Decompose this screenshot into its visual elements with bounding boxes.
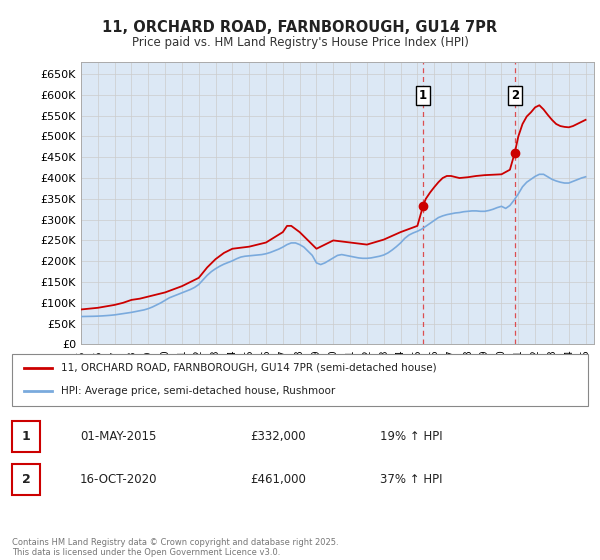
FancyBboxPatch shape bbox=[12, 354, 588, 406]
Text: 37% ↑ HPI: 37% ↑ HPI bbox=[380, 473, 443, 486]
Text: 19% ↑ HPI: 19% ↑ HPI bbox=[380, 430, 443, 443]
Text: 2: 2 bbox=[22, 473, 31, 486]
Text: 11, ORCHARD ROAD, FARNBOROUGH, GU14 7PR (semi-detached house): 11, ORCHARD ROAD, FARNBOROUGH, GU14 7PR … bbox=[61, 363, 437, 373]
Text: £332,000: £332,000 bbox=[250, 430, 305, 443]
Text: Price paid vs. HM Land Registry's House Price Index (HPI): Price paid vs. HM Land Registry's House … bbox=[131, 36, 469, 49]
Text: 11, ORCHARD ROAD, FARNBOROUGH, GU14 7PR: 11, ORCHARD ROAD, FARNBOROUGH, GU14 7PR bbox=[103, 20, 497, 35]
Text: 2: 2 bbox=[511, 89, 519, 102]
Text: 01-MAY-2015: 01-MAY-2015 bbox=[80, 430, 157, 443]
FancyBboxPatch shape bbox=[12, 421, 40, 451]
Text: 1: 1 bbox=[419, 89, 427, 102]
Text: £461,000: £461,000 bbox=[250, 473, 306, 486]
Text: Contains HM Land Registry data © Crown copyright and database right 2025.
This d: Contains HM Land Registry data © Crown c… bbox=[12, 538, 338, 557]
Text: 1: 1 bbox=[22, 430, 31, 443]
FancyBboxPatch shape bbox=[12, 464, 40, 494]
Text: HPI: Average price, semi-detached house, Rushmoor: HPI: Average price, semi-detached house,… bbox=[61, 386, 335, 396]
Text: 16-OCT-2020: 16-OCT-2020 bbox=[80, 473, 157, 486]
